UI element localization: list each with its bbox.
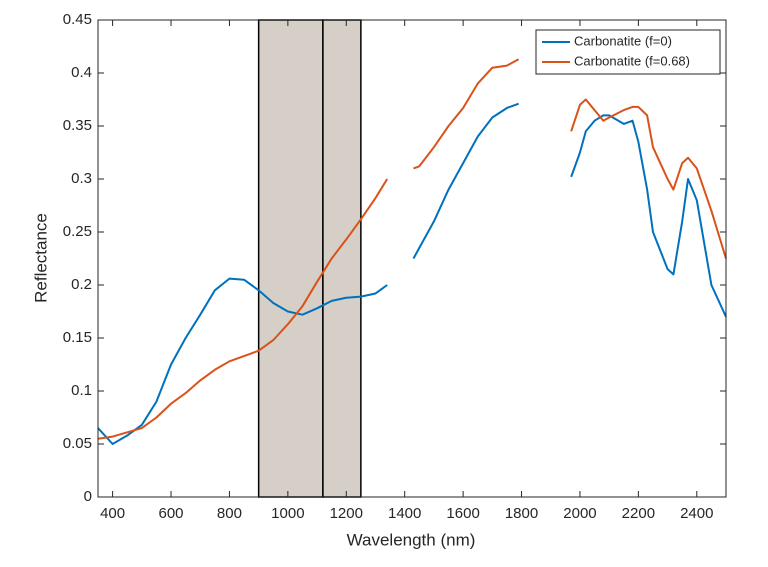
data-line	[97, 58, 727, 440]
x-axis-label: Wavelength (nm)	[347, 530, 476, 549]
x-tick-label: 800	[217, 505, 242, 522]
x-tick-label: 1200	[330, 505, 363, 522]
y-tick-label: 0.4	[71, 64, 92, 81]
x-tick-label: 1600	[446, 505, 479, 522]
y-tick-label: 0.25	[63, 223, 92, 240]
x-tick-label: 400	[100, 505, 125, 522]
legend-box	[535, 29, 721, 75]
legend-label: Carbonatite (f=0)	[574, 33, 672, 48]
y-tick-label: 0.2	[71, 276, 92, 293]
x-tick-label: 600	[159, 505, 184, 522]
x-tick-label: 1000	[271, 505, 304, 522]
data-line	[97, 102, 727, 445]
x-tick-label: 1800	[505, 505, 538, 522]
x-tick-label: 2400	[680, 505, 713, 522]
x-tick-label: 2000	[563, 505, 596, 522]
x-tick-label: 2200	[622, 505, 655, 522]
plot-frame	[97, 19, 727, 498]
y-tick-label: 0.05	[63, 435, 92, 452]
y-tick-label: 0	[84, 488, 92, 505]
y-tick-label: 0.1	[71, 382, 92, 399]
y-tick-label: 0.45	[63, 11, 92, 28]
highlight-band	[322, 19, 362, 498]
highlight-band	[257, 19, 324, 498]
y-tick-label: 0.15	[63, 329, 92, 346]
x-tick-label: 1400	[388, 505, 421, 522]
y-tick-label: 0.3	[71, 170, 92, 187]
legend-label: Carbonatite (f=0.68)	[574, 53, 690, 68]
y-tick-label: 0.35	[63, 117, 92, 134]
y-axis-label: Reflectance	[31, 213, 50, 303]
